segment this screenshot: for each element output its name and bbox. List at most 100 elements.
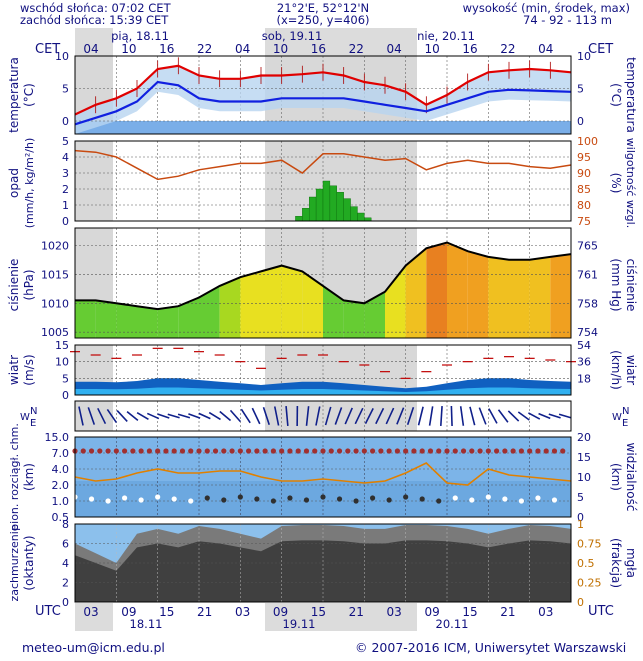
top-hour-label: 16 bbox=[159, 42, 174, 56]
cloud-tick-left: 0 bbox=[62, 596, 69, 609]
cloud-top-dot bbox=[146, 448, 152, 454]
top-hour-label: 10 bbox=[273, 42, 288, 56]
cloud-top-dot bbox=[254, 448, 260, 454]
fog-tick-right: 0.25 bbox=[577, 577, 602, 590]
pressure-tick-right: 761 bbox=[577, 268, 598, 281]
precip-bar bbox=[357, 212, 365, 222]
wind-direction-arrow bbox=[488, 408, 498, 424]
cloud-top-dot bbox=[328, 448, 334, 454]
top-hour-label: 04 bbox=[235, 42, 250, 56]
cloud-tick-left: 4 bbox=[62, 557, 69, 570]
precip-tick-left: 1 bbox=[62, 199, 69, 212]
pressure-fill-segment bbox=[488, 256, 509, 338]
cloud-height-tick-left: 2.0 bbox=[52, 479, 70, 492]
wind-tick-right: 54 bbox=[577, 339, 591, 352]
precip-tick-left: 5 bbox=[62, 135, 69, 148]
temperature-tick-right: 5 bbox=[577, 83, 584, 96]
altitude-values: 74 - 92 - 113 m bbox=[523, 13, 612, 27]
pressure-fill-segment bbox=[75, 300, 96, 338]
precip-tick-left: 3 bbox=[62, 167, 69, 180]
bottom-day-label: 18.11 bbox=[130, 617, 163, 631]
wind-direction-arrow bbox=[240, 408, 251, 424]
footer-email[interactable]: meteo-um@icm.edu.pl bbox=[22, 640, 165, 655]
cloud-axis-label-left: zachmurzenie bbox=[8, 524, 21, 601]
cloud-base-dot bbox=[138, 497, 144, 503]
coords-text: 21°2'E, 52°12'N bbox=[277, 1, 369, 15]
panel-border bbox=[74, 140, 572, 222]
cloud-top-dot bbox=[336, 448, 343, 454]
wind-direction-arrow bbox=[439, 406, 443, 426]
temperature-max-line bbox=[74, 64, 572, 116]
wind-direction-arrow bbox=[548, 413, 561, 419]
bottom-hour-label: 03 bbox=[235, 605, 250, 619]
cloud-top-dot bbox=[436, 448, 442, 454]
fog-tick-right: 1 bbox=[577, 518, 584, 531]
top-day-label: sob, 19.11 bbox=[262, 29, 323, 43]
pressure-tick-right: 754 bbox=[577, 326, 598, 339]
cloud-base-dot bbox=[303, 497, 310, 503]
bottom-hour-label: 21 bbox=[349, 605, 364, 619]
precip-tick-left: 0 bbox=[62, 215, 69, 228]
cloud-height-tick-left: 7.0 bbox=[52, 447, 70, 460]
cloud-axis-label-left-unit: (km) bbox=[22, 463, 36, 491]
bottom-time-axis: UTC UTC 03 09 15 21 03 09 15 21 03 09 15 21 03 18.11… bbox=[35, 603, 614, 631]
cloud-top-dot bbox=[212, 448, 219, 454]
wind-tick-left: 5 bbox=[62, 372, 69, 385]
precip-axis-label-left-unit: (mm/h, kg/m²/h) bbox=[23, 138, 36, 229]
cloud-height-tick-left: 4.0 bbox=[52, 463, 70, 476]
wind-tick-right: 36 bbox=[577, 356, 591, 369]
altitude-title: wysokość (min, środek, max) bbox=[463, 1, 630, 15]
cloud-top-dot bbox=[295, 448, 301, 454]
fog-tick-right: 0.5 bbox=[577, 557, 595, 570]
cloud-base-dot bbox=[155, 494, 161, 500]
wind-direction-arrow bbox=[126, 411, 139, 421]
wind-direction-arrow bbox=[334, 407, 343, 425]
cloud-top-dot bbox=[122, 448, 128, 454]
top-hour-label: 16 bbox=[311, 42, 326, 56]
cloud-top-dot bbox=[237, 448, 243, 454]
humidity-tick-right: 95 bbox=[577, 151, 591, 164]
pressure-axis-label-right: (mm Hg) bbox=[609, 258, 623, 311]
panel-border bbox=[74, 344, 572, 396]
fog-axis-label-right-title: mgła bbox=[624, 548, 638, 578]
pressure-fill-segment bbox=[529, 256, 551, 338]
cloud-axis-label-left: pion. rozciągł. chm. bbox=[8, 423, 21, 531]
pressure-fill-segment bbox=[157, 306, 179, 338]
cloud-base-dot bbox=[287, 495, 293, 501]
wind-direction-arrow bbox=[146, 412, 160, 420]
cloud-top-dot bbox=[204, 448, 210, 454]
bottom-hour-label: 09 bbox=[273, 605, 288, 619]
cloud-base-dot bbox=[419, 496, 425, 502]
cloud-top-dot bbox=[551, 448, 558, 454]
precip-tick-left: 2 bbox=[62, 183, 69, 196]
pressure-fill-segment bbox=[385, 265, 406, 338]
pressure-tick-left: 1010 bbox=[41, 297, 69, 310]
temperature-tick-left: 10 bbox=[55, 50, 69, 63]
wind-direction-arrow bbox=[251, 407, 261, 425]
cloud-top-dot bbox=[229, 448, 235, 454]
cloud-base-dot bbox=[403, 494, 409, 500]
bottom-hour-label: 03 bbox=[538, 605, 553, 619]
tz-bottom-left: UTC bbox=[35, 604, 61, 619]
bottom-hour-label: 15 bbox=[462, 605, 477, 619]
cloud-tick-left: 2 bbox=[62, 577, 69, 590]
pressure-fill-segment bbox=[343, 300, 365, 338]
wind-axis-label-left-unit: (m/s) bbox=[22, 354, 36, 385]
cloud-top-dot bbox=[320, 448, 326, 454]
pressure-fill-segment bbox=[426, 242, 447, 338]
cloud-base-dot bbox=[221, 497, 227, 503]
precip-bar bbox=[309, 196, 317, 222]
cloud-base-dot bbox=[188, 498, 194, 504]
cloud-base-dot bbox=[518, 498, 525, 504]
pressure-fill-segment bbox=[281, 265, 303, 338]
cloud-base-dot bbox=[105, 498, 111, 504]
pressure-fill-segment bbox=[405, 248, 427, 338]
visibility-tick-right: 10 bbox=[577, 471, 591, 484]
cloud-top-dot bbox=[130, 448, 136, 454]
cloud-top-dot bbox=[411, 448, 417, 454]
wind-direction-arrow bbox=[406, 406, 415, 426]
tz-bottom-right: UTC bbox=[588, 604, 614, 619]
wind-direction-arrow bbox=[157, 413, 170, 419]
pressure-fill-segment bbox=[467, 251, 489, 338]
